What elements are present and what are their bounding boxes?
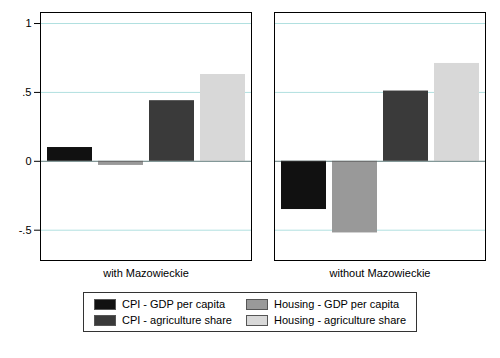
html-text:Housing - agriculture share: Housing - agriculture share: [274, 314, 407, 326]
html-text:CPI - agriculture share: CPI - agriculture share: [121, 314, 232, 326]
svg-text:0: 0: [25, 155, 31, 167]
svg-text:with Mazowieckie: with Mazowieckie: [102, 267, 189, 279]
html-text:Housing - GDP per capita: Housing - GDP per capita: [274, 298, 400, 310]
svg-text:-.5: -.5: [19, 224, 32, 236]
html-text:CPI - GDP per capita: CPI - GDP per capita: [121, 298, 226, 310]
svg-text:1: 1: [25, 17, 31, 29]
svg-text:.5: .5: [22, 86, 31, 98]
svg-text:without Mazowieckie: without Mazowieckie: [329, 267, 431, 279]
